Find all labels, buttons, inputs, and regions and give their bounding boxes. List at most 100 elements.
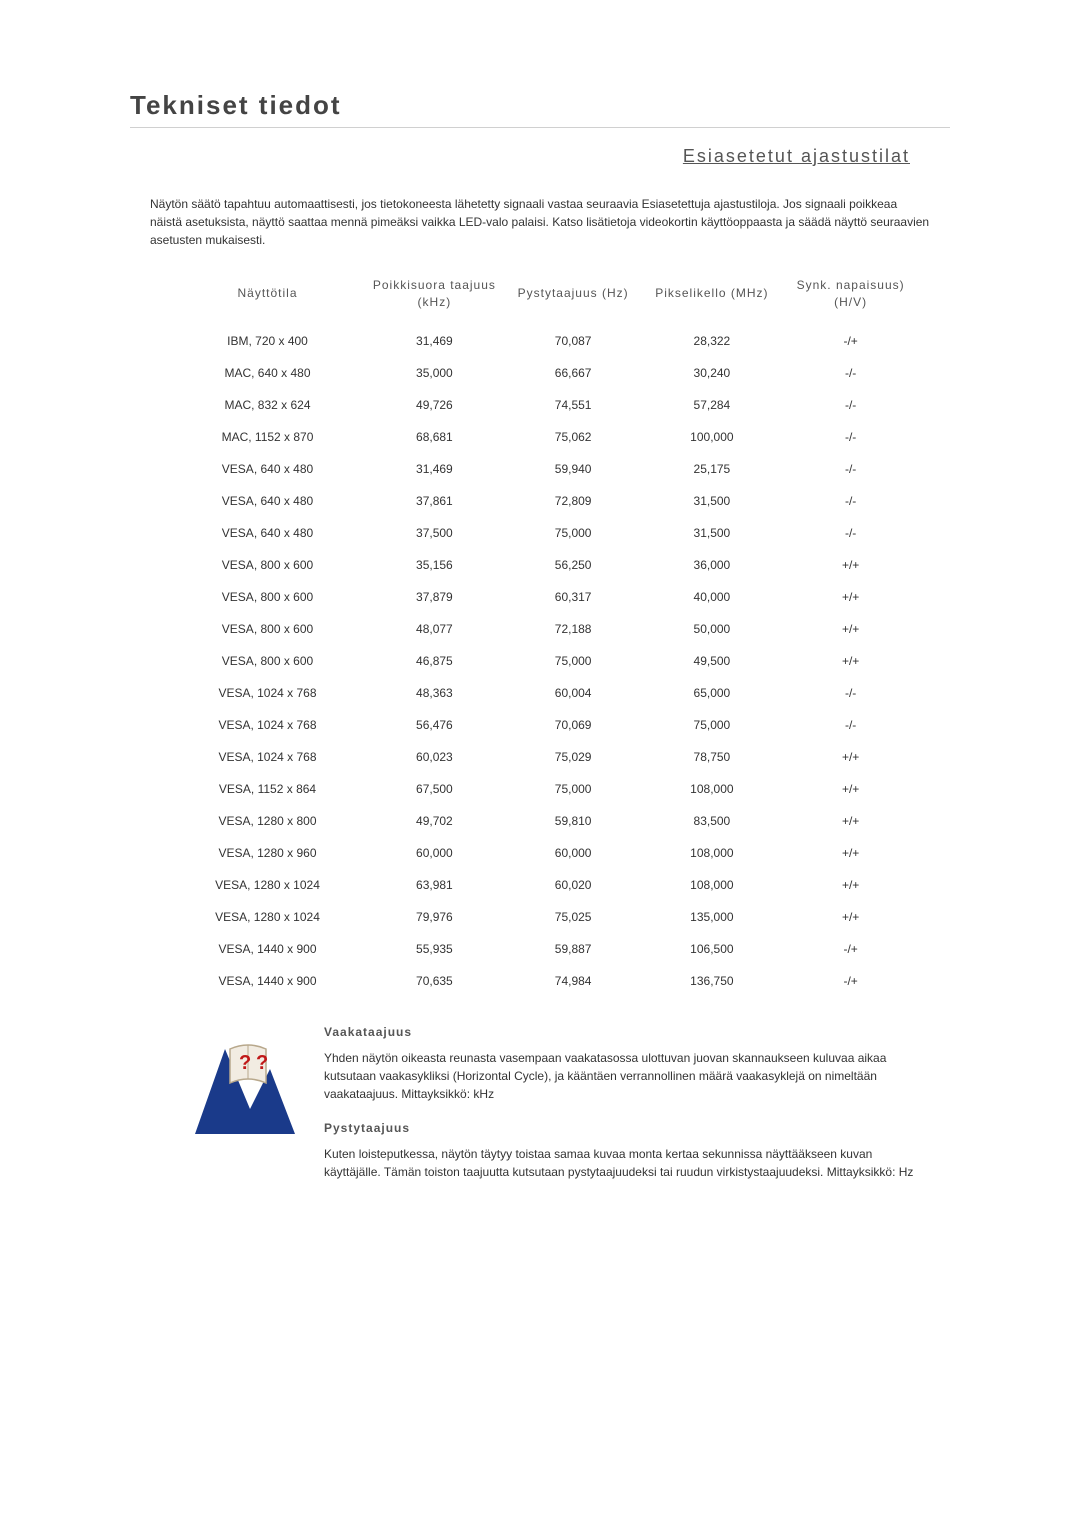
cell-vfreq: 75,062	[504, 421, 643, 453]
cell-vfreq: 70,087	[504, 325, 643, 357]
table-row: VESA, 1440 x 90055,93559,887106,500-/+	[170, 933, 920, 965]
cell-hfreq: 60,023	[365, 741, 504, 773]
cell-sync: -/-	[781, 677, 920, 709]
cell-pixel: 83,500	[643, 805, 782, 837]
cell-vfreq: 72,188	[504, 613, 643, 645]
cell-pixel: 40,000	[643, 581, 782, 613]
cell-mode: VESA, 1152 x 864	[170, 773, 365, 805]
cell-sync: +/+	[781, 741, 920, 773]
cell-vfreq: 60,000	[504, 837, 643, 869]
cell-hfreq: 48,077	[365, 613, 504, 645]
cell-sync: +/+	[781, 869, 920, 901]
table-header-row: Näyttötila Poikkisuora taajuus (kHz) Pys…	[170, 267, 920, 325]
cell-mode: VESA, 640 x 480	[170, 485, 365, 517]
cell-sync: -/+	[781, 325, 920, 357]
cell-sync: -/-	[781, 389, 920, 421]
cell-vfreq: 75,025	[504, 901, 643, 933]
cell-pixel: 31,500	[643, 485, 782, 517]
cell-mode: MAC, 1152 x 870	[170, 421, 365, 453]
cell-hfreq: 68,681	[365, 421, 504, 453]
cell-pixel: 108,000	[643, 869, 782, 901]
cell-mode: VESA, 800 x 600	[170, 645, 365, 677]
cell-vfreq: 75,000	[504, 517, 643, 549]
cell-hfreq: 37,879	[365, 581, 504, 613]
cell-sync: -/-	[781, 709, 920, 741]
cell-sync: -/-	[781, 421, 920, 453]
cell-mode: VESA, 800 x 600	[170, 613, 365, 645]
def-h-body: Yhden näytön oikeasta reunasta vasempaan…	[324, 1049, 920, 1103]
cell-hfreq: 37,500	[365, 517, 504, 549]
cell-sync: +/+	[781, 805, 920, 837]
cell-pixel: 106,500	[643, 933, 782, 965]
cell-hfreq: 67,500	[365, 773, 504, 805]
cell-sync: -/+	[781, 965, 920, 997]
cell-hfreq: 60,000	[365, 837, 504, 869]
cell-vfreq: 70,069	[504, 709, 643, 741]
col-pixel: Pikselikello (MHz)	[643, 267, 782, 325]
table-row: VESA, 1024 x 76860,02375,02978,750+/+	[170, 741, 920, 773]
cell-vfreq: 75,000	[504, 773, 643, 805]
cell-mode: VESA, 800 x 600	[170, 549, 365, 581]
cell-hfreq: 49,702	[365, 805, 504, 837]
cell-pixel: 78,750	[643, 741, 782, 773]
cell-pixel: 30,240	[643, 357, 782, 389]
cell-sync: +/+	[781, 837, 920, 869]
cell-hfreq: 55,935	[365, 933, 504, 965]
cell-sync: +/+	[781, 901, 920, 933]
cell-mode: VESA, 1024 x 768	[170, 741, 365, 773]
table-row: VESA, 1280 x 80049,70259,81083,500+/+	[170, 805, 920, 837]
section-subtitle: Esiasetetut ajastustilat	[683, 146, 910, 166]
cell-mode: IBM, 720 x 400	[170, 325, 365, 357]
cell-sync: +/+	[781, 581, 920, 613]
cell-pixel: 57,284	[643, 389, 782, 421]
definition-icon: ? ?	[190, 1025, 300, 1144]
cell-vfreq: 60,020	[504, 869, 643, 901]
cell-mode: VESA, 1024 x 768	[170, 709, 365, 741]
table-row: VESA, 1280 x 96060,00060,000108,000+/+	[170, 837, 920, 869]
cell-sync: -/-	[781, 357, 920, 389]
cell-pixel: 135,000	[643, 901, 782, 933]
def-h-title: Vaakataajuus	[324, 1025, 920, 1039]
cell-vfreq: 75,000	[504, 645, 643, 677]
cell-hfreq: 70,635	[365, 965, 504, 997]
cell-mode: VESA, 1024 x 768	[170, 677, 365, 709]
cell-hfreq: 37,861	[365, 485, 504, 517]
col-vfreq: Pystytaajuus (Hz)	[504, 267, 643, 325]
timing-modes-table: Näyttötila Poikkisuora taajuus (kHz) Pys…	[170, 267, 920, 997]
cell-mode: MAC, 832 x 624	[170, 389, 365, 421]
cell-pixel: 31,500	[643, 517, 782, 549]
cell-mode: VESA, 1440 x 900	[170, 965, 365, 997]
cell-hfreq: 35,156	[365, 549, 504, 581]
table-row: MAC, 640 x 48035,00066,66730,240-/-	[170, 357, 920, 389]
table-row: VESA, 1152 x 86467,50075,000108,000+/+	[170, 773, 920, 805]
cell-vfreq: 74,551	[504, 389, 643, 421]
cell-mode: MAC, 640 x 480	[170, 357, 365, 389]
cell-hfreq: 31,469	[365, 453, 504, 485]
cell-vfreq: 59,810	[504, 805, 643, 837]
cell-mode: VESA, 1440 x 900	[170, 933, 365, 965]
table-row: VESA, 1280 x 102463,98160,020108,000+/+	[170, 869, 920, 901]
cell-sync: -/-	[781, 517, 920, 549]
svg-text:?: ?	[239, 1052, 251, 1074]
cell-sync: +/+	[781, 773, 920, 805]
col-mode: Näyttötila	[170, 267, 365, 325]
cell-mode: VESA, 640 x 480	[170, 453, 365, 485]
cell-mode: VESA, 1280 x 1024	[170, 901, 365, 933]
table-row: VESA, 1024 x 76856,47670,06975,000-/-	[170, 709, 920, 741]
cell-pixel: 100,000	[643, 421, 782, 453]
cell-hfreq: 63,981	[365, 869, 504, 901]
cell-sync: +/+	[781, 645, 920, 677]
cell-pixel: 65,000	[643, 677, 782, 709]
table-row: IBM, 720 x 40031,46970,08728,322-/+	[170, 325, 920, 357]
intro-paragraph: Näytön säätö tapahtuu automaattisesti, j…	[150, 195, 930, 249]
cell-pixel: 28,322	[643, 325, 782, 357]
cell-mode: VESA, 1280 x 1024	[170, 869, 365, 901]
cell-sync: +/+	[781, 613, 920, 645]
table-row: VESA, 800 x 60035,15656,25036,000+/+	[170, 549, 920, 581]
table-row: MAC, 1152 x 87068,68175,062100,000-/-	[170, 421, 920, 453]
cell-vfreq: 56,250	[504, 549, 643, 581]
cell-vfreq: 60,317	[504, 581, 643, 613]
cell-pixel: 75,000	[643, 709, 782, 741]
cell-pixel: 108,000	[643, 773, 782, 805]
col-sync: Synk. napaisuus) (H/V)	[781, 267, 920, 325]
